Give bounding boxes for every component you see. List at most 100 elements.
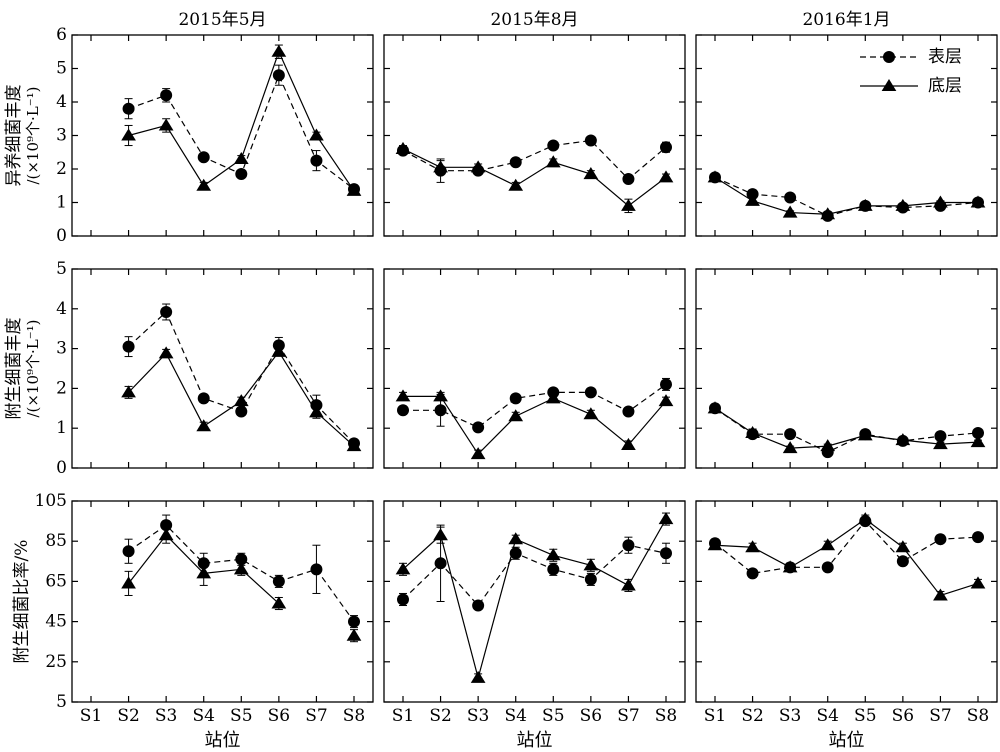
x-tick-label: S3 bbox=[467, 706, 489, 726]
data-point-surface bbox=[584, 386, 597, 399]
data-point-surface bbox=[160, 519, 173, 532]
x-tick-label: S3 bbox=[779, 706, 801, 726]
y-label-row-0-main: 异养细菌丰度 bbox=[4, 85, 24, 187]
x-tick-label: S8 bbox=[655, 706, 677, 726]
series-line-bottom bbox=[714, 176, 978, 215]
data-point-bottom bbox=[970, 435, 986, 448]
panel-r2-c0: 5 25 45 65 85 105 S1 S2 S3 S4 S5 S6 S7 S8 bbox=[35, 491, 374, 726]
y-label-row-1-main: 附生细菌丰度 bbox=[4, 318, 24, 420]
legend-label-bottom: 底层 bbox=[928, 76, 962, 96]
y-axis-labels: 异养细菌丰度 /(×10⁹个·L⁻¹) 附生细菌丰度 /(×10⁹个·L⁻¹) … bbox=[4, 85, 42, 664]
data-point-bottom bbox=[196, 178, 212, 191]
y-tick-label: 85 bbox=[45, 531, 67, 551]
panel-r2-c1: S1 S2 S3 S4 S5 S6 S7 S8 bbox=[383, 500, 686, 726]
data-point-surface bbox=[972, 531, 984, 544]
x-label-0: 站位 bbox=[205, 730, 241, 751]
x-tick-label: S5 bbox=[854, 706, 876, 726]
data-point-bottom bbox=[470, 670, 486, 683]
data-point-bottom bbox=[895, 540, 911, 553]
data-point-bottom bbox=[433, 528, 448, 541]
y-label-row-2-main: 附生细菌比率/% bbox=[12, 540, 32, 664]
data-point-surface bbox=[197, 392, 210, 405]
panel-titles: 2015年5月 2015年8月 2016年1月 bbox=[178, 10, 890, 30]
series-line-surface bbox=[714, 407, 979, 453]
y-tick-label: 65 bbox=[45, 571, 67, 591]
data-point-surface bbox=[160, 89, 173, 102]
data-point-surface bbox=[197, 151, 210, 164]
series-line-surface bbox=[128, 310, 355, 444]
x-tick-label: S6 bbox=[268, 706, 290, 726]
x-tick-label: S4 bbox=[816, 706, 838, 726]
y-tick-label: 1 bbox=[56, 193, 67, 213]
x-tick-label: S5 bbox=[230, 706, 252, 726]
data-point-bottom bbox=[508, 532, 524, 545]
x-tick-label: S2 bbox=[429, 706, 451, 726]
data-point-bottom bbox=[621, 437, 636, 450]
y-tick-label: 2 bbox=[56, 378, 67, 398]
x-tick-label: S5 bbox=[542, 706, 564, 726]
y-label-row-1-unit: /(×10⁹个·L⁻¹) bbox=[24, 319, 42, 417]
data-point-bottom bbox=[309, 405, 324, 418]
data-point-bottom bbox=[346, 628, 362, 641]
data-point-surface bbox=[472, 599, 485, 612]
data-point-bottom bbox=[857, 428, 873, 441]
data-point-bottom bbox=[395, 141, 411, 154]
data-point-bottom bbox=[271, 44, 287, 57]
panel-r0-c1 bbox=[383, 34, 686, 237]
x-label-2: 站位 bbox=[829, 730, 865, 751]
data-point-bottom bbox=[508, 178, 524, 191]
data-point-bottom bbox=[745, 193, 760, 206]
legend-marker-bottom bbox=[881, 79, 897, 92]
data-point-surface bbox=[746, 567, 759, 580]
data-point-surface bbox=[235, 168, 248, 181]
data-point-bottom bbox=[658, 394, 674, 407]
panel-frame bbox=[383, 500, 686, 703]
data-point-surface bbox=[235, 553, 248, 566]
data-point-surface bbox=[821, 561, 834, 574]
series-line-bottom bbox=[402, 148, 667, 207]
data-point-bottom bbox=[121, 385, 136, 398]
data-point-bottom bbox=[933, 195, 948, 208]
panel-frame bbox=[383, 268, 686, 469]
data-point-bottom bbox=[433, 389, 448, 402]
series-line-bottom bbox=[714, 518, 979, 597]
data-point-bottom bbox=[271, 344, 287, 357]
data-point-surface bbox=[784, 428, 797, 441]
data-point-surface bbox=[547, 139, 560, 152]
x-axis-labels: 站位 站位 站位 bbox=[205, 730, 865, 751]
panel-frame bbox=[695, 268, 998, 469]
y-tick-label: 5 bbox=[56, 692, 67, 712]
y-tick-label: 25 bbox=[45, 652, 67, 672]
data-point-surface bbox=[972, 426, 984, 439]
data-point-bottom bbox=[583, 407, 599, 420]
data-point-surface bbox=[235, 405, 248, 418]
panel-frame bbox=[71, 500, 374, 703]
data-point-surface bbox=[272, 69, 285, 82]
panel-frame bbox=[383, 34, 686, 237]
x-tick-label: S7 bbox=[929, 706, 951, 726]
data-point-bottom bbox=[196, 566, 212, 579]
y-tick-label: 4 bbox=[56, 92, 67, 112]
data-point-surface bbox=[122, 340, 135, 353]
data-point-bottom bbox=[970, 195, 986, 208]
series-line-surface bbox=[714, 176, 979, 217]
panel-frame bbox=[71, 268, 374, 469]
panel-frame bbox=[71, 34, 374, 237]
data-point-bottom bbox=[745, 540, 760, 553]
data-point-bottom bbox=[346, 183, 362, 196]
data-point-bottom bbox=[933, 588, 948, 601]
data-point-surface bbox=[348, 615, 360, 628]
data-point-bottom bbox=[233, 394, 249, 407]
data-point-bottom bbox=[470, 160, 486, 173]
series-line-surface bbox=[402, 139, 667, 180]
x-tick-label: S1 bbox=[392, 706, 414, 726]
data-point-bottom bbox=[820, 207, 836, 220]
panel-r1-c1 bbox=[383, 268, 686, 469]
data-point-bottom bbox=[621, 578, 636, 591]
data-point-surface bbox=[397, 593, 409, 606]
data-point-bottom bbox=[545, 391, 561, 404]
x-tick-label: S1 bbox=[704, 706, 726, 726]
panel-r2-c2: S1 S2 S3 S4 S5 S6 S7 S8 bbox=[695, 500, 998, 726]
series-line-bottom bbox=[402, 518, 667, 681]
